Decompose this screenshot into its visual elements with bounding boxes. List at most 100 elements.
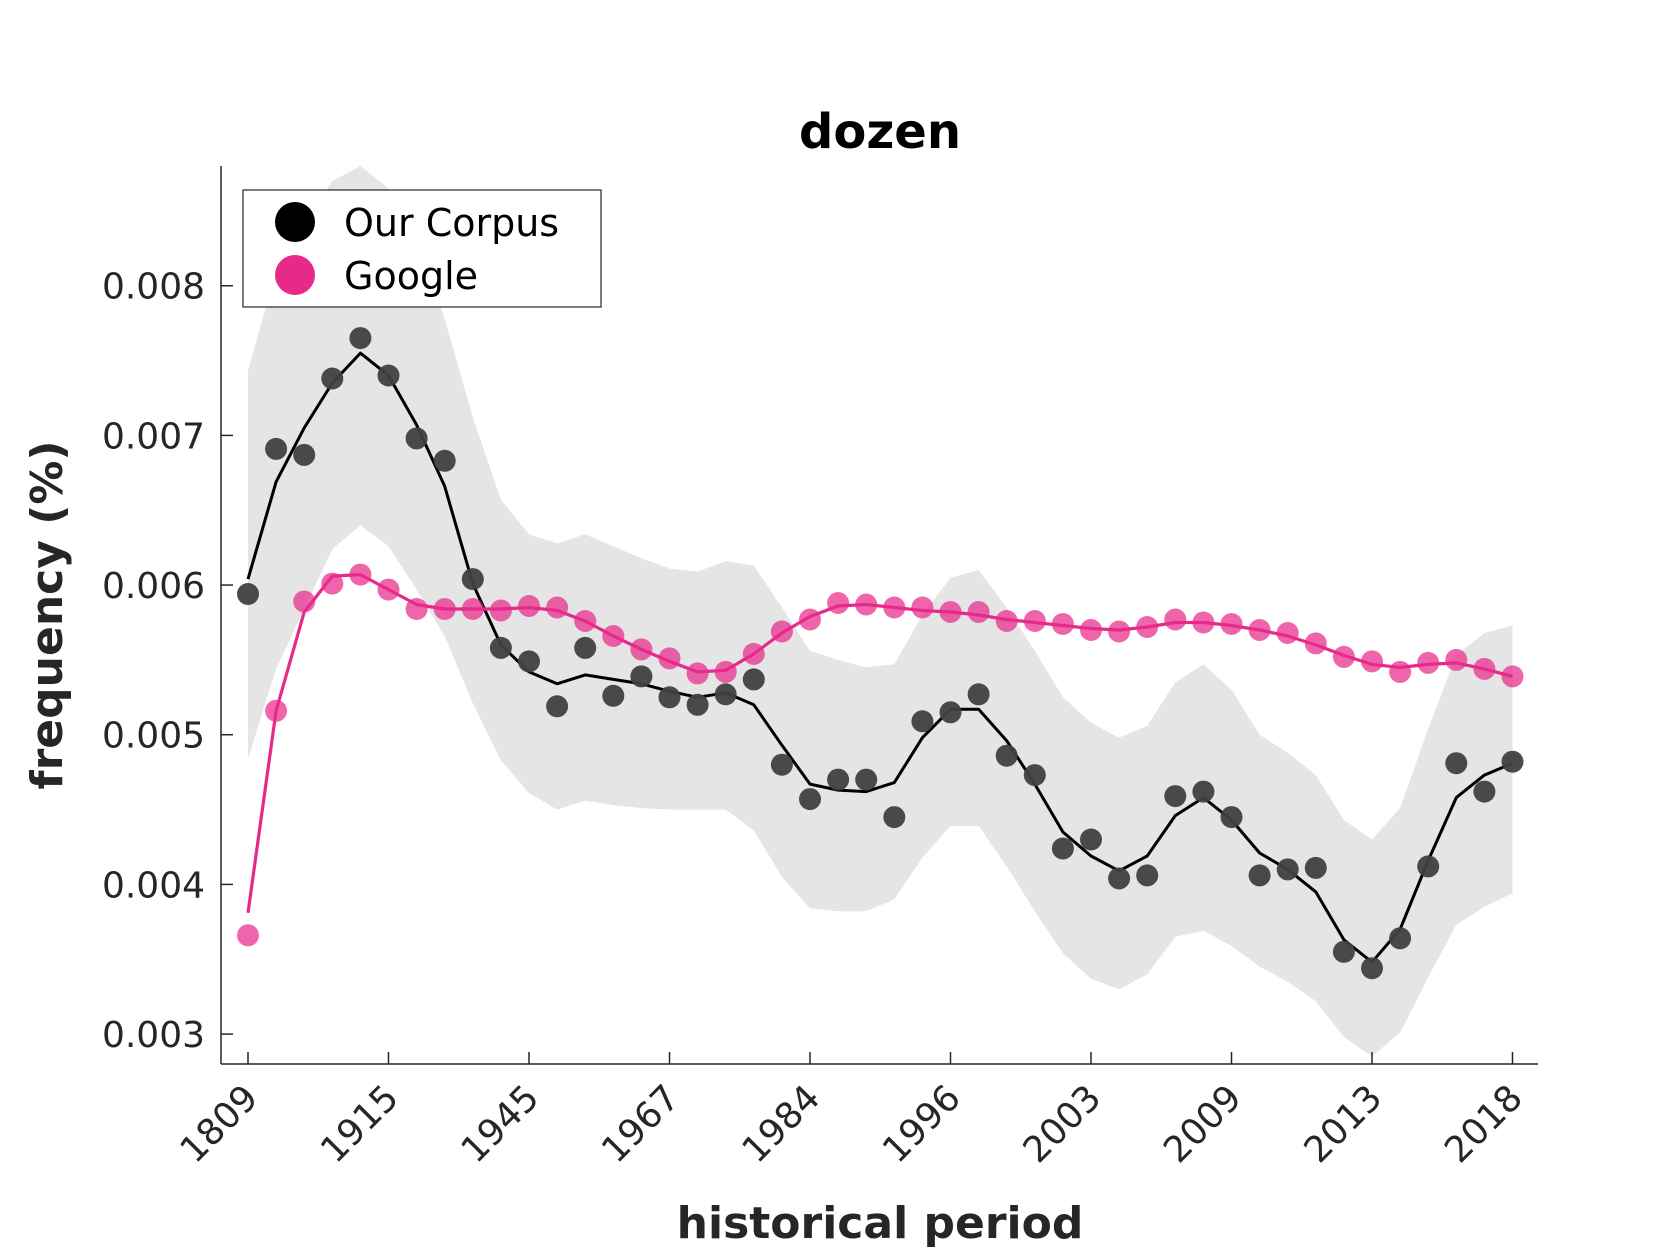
point-our-corpus	[1023, 764, 1046, 787]
point-our-corpus	[770, 753, 793, 776]
point-our-corpus	[377, 364, 400, 387]
point-our-corpus	[1501, 750, 1524, 773]
y-tick-label: 0.005	[102, 716, 205, 757]
point-our-corpus	[237, 583, 259, 605]
x-tick-label: 1967	[594, 1077, 688, 1171]
point-google	[1136, 616, 1159, 638]
y-tick-label: 0.004	[102, 865, 205, 906]
point-google	[1164, 608, 1187, 631]
point-google	[855, 593, 878, 616]
point-google	[770, 620, 793, 643]
legend: Our Corpus Google	[242, 189, 602, 308]
point-our-corpus	[349, 327, 372, 350]
point-our-corpus	[911, 710, 934, 733]
point-our-corpus	[405, 427, 428, 450]
point-our-corpus	[574, 636, 597, 659]
point-our-corpus	[265, 437, 288, 460]
point-google	[658, 647, 681, 670]
point-our-corpus	[630, 665, 653, 688]
chart-title: dozen	[799, 104, 961, 160]
confidence-band-our-corpus	[248, 166, 1513, 1057]
point-our-corpus	[518, 650, 540, 673]
point-our-corpus	[1332, 940, 1355, 963]
x-axis-label: historical period	[677, 1198, 1084, 1249]
line-google	[246, 573, 1513, 914]
axes	[220, 166, 1538, 1065]
x-tick-label: 2003	[1016, 1077, 1110, 1171]
smooth-lines-layer	[246, 351, 1514, 964]
point-our-corpus	[1080, 828, 1102, 851]
point-our-corpus	[742, 668, 765, 691]
point-google	[321, 572, 344, 595]
legend-marker-google	[275, 255, 315, 295]
point-google	[967, 601, 990, 623]
point-google	[1276, 622, 1299, 644]
point-our-corpus	[1220, 806, 1243, 829]
point-our-corpus	[939, 701, 962, 724]
point-google	[827, 592, 850, 614]
point-our-corpus	[883, 806, 906, 829]
point-google	[883, 596, 906, 619]
point-our-corpus	[433, 449, 456, 472]
x-tick-label: 1915	[313, 1077, 407, 1171]
point-google	[1108, 620, 1131, 643]
point-google	[293, 590, 316, 613]
point-google	[939, 601, 962, 623]
point-our-corpus	[1304, 856, 1327, 879]
point-our-corpus	[1248, 864, 1271, 887]
point-google	[1417, 651, 1440, 674]
point-google	[1361, 650, 1383, 673]
point-google	[1051, 613, 1074, 635]
legend-label-our-corpus: Our Corpus	[344, 201, 559, 245]
point-our-corpus	[1361, 957, 1383, 980]
point-our-corpus	[827, 768, 850, 791]
legend-label-google: Google	[344, 254, 478, 298]
point-our-corpus	[602, 684, 625, 707]
point-our-corpus	[489, 636, 512, 659]
point-our-corpus	[995, 744, 1018, 767]
point-our-corpus	[686, 693, 709, 716]
point-google	[714, 660, 737, 683]
point-google	[686, 662, 709, 685]
confidence-band-layer	[248, 166, 1513, 1057]
point-our-corpus	[1136, 864, 1159, 887]
point-google	[546, 596, 569, 619]
point-google	[461, 598, 484, 620]
point-our-corpus	[1164, 785, 1187, 808]
point-our-corpus	[714, 683, 737, 706]
point-google	[1445, 648, 1468, 671]
point-our-corpus	[658, 686, 681, 709]
point-our-corpus	[321, 367, 344, 390]
point-google	[995, 610, 1018, 632]
y-tick-label: 0.003	[102, 1015, 205, 1056]
point-our-corpus	[546, 695, 569, 718]
point-our-corpus	[1108, 867, 1131, 890]
y-ticks: 0.003 0.004 0.005 0.006 0.007 0.008	[102, 267, 233, 1056]
point-google	[518, 595, 540, 617]
point-our-corpus	[1192, 780, 1215, 803]
point-our-corpus	[1276, 858, 1299, 881]
point-google	[1473, 657, 1496, 680]
point-google	[602, 625, 625, 647]
y-tick-label: 0.008	[102, 267, 205, 308]
point-google	[489, 599, 512, 622]
point-google	[433, 598, 456, 620]
point-google	[1332, 645, 1355, 668]
point-our-corpus	[1051, 837, 1074, 860]
x-tick-label: 2013	[1297, 1077, 1391, 1171]
y-tick-label: 0.007	[102, 416, 205, 457]
point-google	[1023, 610, 1046, 632]
point-google	[265, 699, 288, 722]
point-our-corpus	[1473, 780, 1496, 803]
data-points-layer	[237, 327, 1524, 980]
x-tick-label: 1945	[454, 1077, 548, 1171]
x-ticks: 1809 1915 1945 1967 1984 1996 2003 2009 2013 2018	[173, 1052, 1531, 1171]
x-tick-label: 1984	[735, 1077, 829, 1171]
legend-marker-our-corpus	[275, 202, 315, 242]
point-google	[237, 924, 259, 947]
point-google	[1248, 619, 1271, 641]
point-google	[1220, 613, 1243, 635]
point-google	[349, 563, 372, 586]
point-google	[630, 638, 653, 661]
